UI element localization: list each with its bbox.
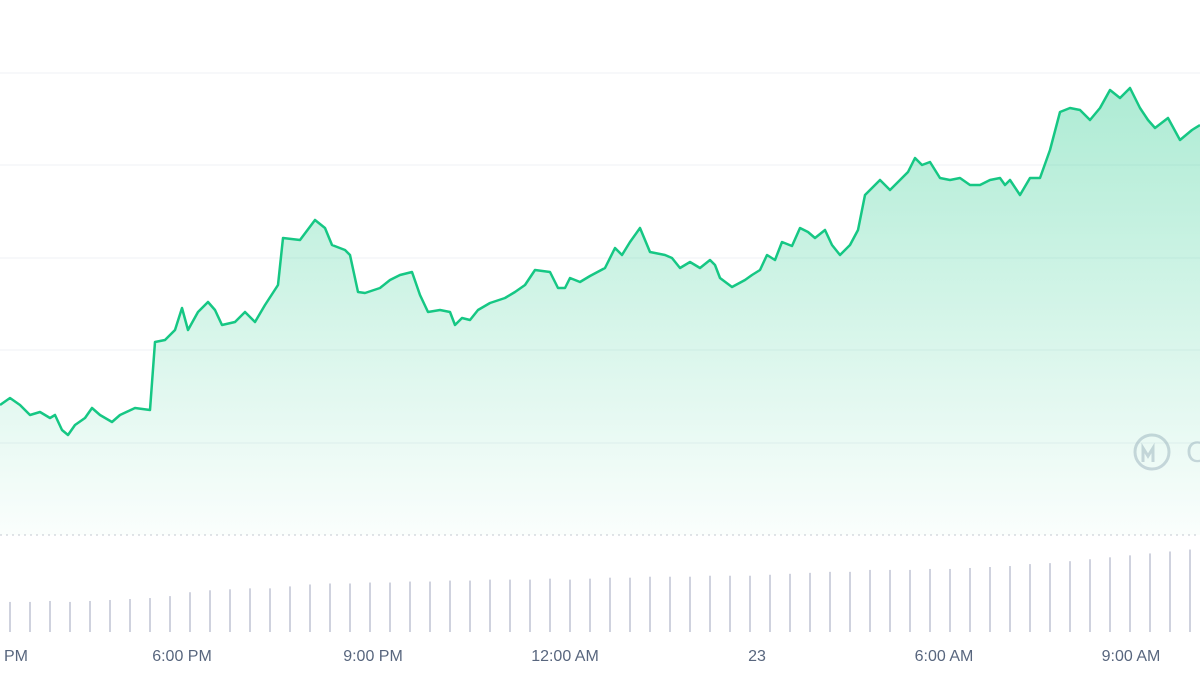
price-line	[0, 86, 1200, 437]
volume-bar	[1069, 561, 1071, 632]
volume-bar	[749, 575, 751, 632]
volume-bar	[89, 600, 91, 632]
volume-bar	[149, 598, 151, 632]
volume-bar	[209, 590, 211, 632]
volume-bar	[249, 588, 251, 632]
volume-bar	[929, 568, 931, 632]
volume-bar	[289, 586, 291, 632]
volume-bar	[629, 577, 631, 632]
volume-bar	[489, 579, 491, 632]
x-tick-label: 6:00 AM	[915, 648, 974, 665]
volume-bar	[269, 588, 271, 632]
x-tick-label: 9:00 AM	[1102, 648, 1161, 665]
volume-bar	[949, 568, 951, 632]
volume-bar	[689, 576, 691, 632]
volume-bar	[849, 571, 851, 632]
volume-bar	[1149, 553, 1151, 632]
volume-bar	[389, 582, 391, 632]
volume-bar	[1009, 566, 1011, 632]
volume-bar	[1189, 549, 1191, 632]
volume-bar	[409, 581, 411, 632]
x-tick-label: 9:00 PM	[343, 648, 403, 665]
volume-bar	[9, 601, 11, 632]
x-tick-label: 6:00 PM	[152, 648, 212, 665]
volume-bar	[329, 583, 331, 632]
volume-bar	[589, 578, 591, 632]
area-fill	[0, 88, 1200, 535]
volume-bar	[29, 601, 31, 632]
volume-bar	[729, 575, 731, 632]
volume-bar	[889, 569, 891, 632]
volume-bar	[1089, 559, 1091, 632]
volume-bar	[169, 596, 171, 632]
volume-bar	[69, 601, 71, 632]
volume-bar	[769, 574, 771, 632]
volume-bar	[509, 579, 511, 632]
x-tick-label: 23	[748, 648, 766, 665]
volume-bar	[309, 584, 311, 632]
volume-bar	[789, 573, 791, 632]
volume-bar	[449, 580, 451, 632]
volume-bar	[469, 580, 471, 632]
volume-bar	[349, 583, 351, 632]
volume-bar	[1169, 551, 1171, 632]
volume-bar	[369, 582, 371, 632]
volume-bar	[129, 599, 131, 632]
volume-bar	[1129, 555, 1131, 632]
volume-bar	[529, 579, 531, 632]
volume-bar	[669, 576, 671, 632]
x-tick-label: PM	[4, 648, 28, 665]
volume-bar	[1029, 564, 1031, 632]
volume-bar	[229, 589, 231, 632]
volume-bar	[1109, 557, 1111, 632]
volume-bar	[189, 592, 191, 632]
volume-bar	[709, 575, 711, 632]
volume-bar	[109, 599, 111, 632]
volume-bar	[989, 567, 991, 632]
x-tick-label: 12:00 AM	[531, 648, 599, 665]
volume-bar	[609, 577, 611, 632]
volume-bar	[549, 578, 551, 632]
volume-bar	[869, 569, 871, 632]
volume-bar	[909, 569, 911, 632]
volume-bar	[969, 567, 971, 632]
volume-bar	[569, 579, 571, 632]
volume-bar	[1049, 563, 1051, 632]
volume-bar	[429, 581, 431, 632]
volume-bar	[829, 571, 831, 632]
volume-bar	[809, 572, 811, 632]
volume-bar	[49, 600, 51, 632]
volume-bar	[649, 576, 651, 632]
